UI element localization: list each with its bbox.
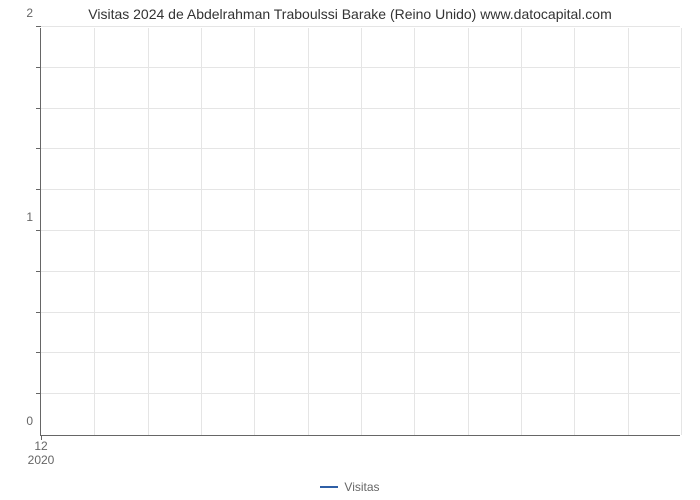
gridline-vertical: [148, 28, 149, 435]
y-minor-tick: [36, 230, 41, 231]
y-minor-tick: [36, 67, 41, 68]
plot-area: 012122020: [40, 28, 680, 436]
gridline-horizontal: [41, 26, 680, 27]
y-minor-tick: [36, 189, 41, 190]
y-minor-tick: [36, 148, 41, 149]
y-minor-tick: [36, 352, 41, 353]
legend: Visitas: [0, 479, 700, 494]
y-tick-label: 0: [26, 414, 33, 428]
gridline-vertical: [521, 28, 522, 435]
gridline-vertical: [361, 28, 362, 435]
gridline-vertical: [574, 28, 575, 435]
chart-container: Visitas 2024 de Abdelrahman Traboulssi B…: [0, 6, 700, 28]
y-tick-label: 2: [26, 6, 33, 20]
legend-series-label: Visitas: [344, 480, 379, 494]
y-minor-tick: [36, 312, 41, 313]
gridline-vertical: [254, 28, 255, 435]
x-tick-label-secondary: 2020: [28, 453, 55, 467]
y-minor-tick: [36, 108, 41, 109]
gridline-vertical: [308, 28, 309, 435]
chart-title: Visitas 2024 de Abdelrahman Traboulssi B…: [0, 6, 700, 22]
legend-series-line: [320, 486, 338, 488]
gridline-vertical: [414, 28, 415, 435]
y-tick-label: 1: [26, 210, 33, 224]
gridline-vertical: [628, 28, 629, 435]
gridline-vertical: [468, 28, 469, 435]
x-tick-label-primary: 12: [34, 439, 47, 453]
y-minor-tick: [36, 26, 41, 27]
gridline-vertical: [201, 28, 202, 435]
gridline-vertical: [681, 28, 682, 435]
y-minor-tick: [36, 271, 41, 272]
gridline-vertical: [94, 28, 95, 435]
y-minor-tick: [36, 393, 41, 394]
